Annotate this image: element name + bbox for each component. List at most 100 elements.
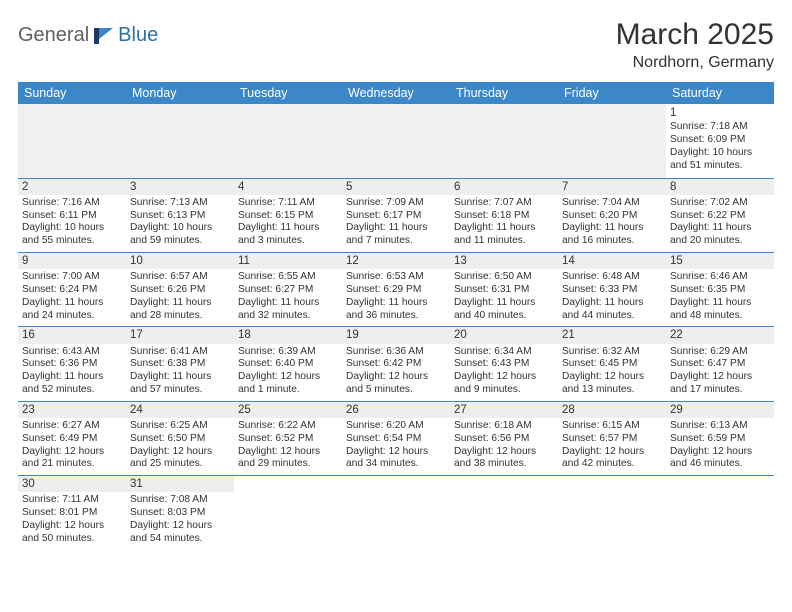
day-info-line: Daylight: 11 hours [670, 222, 770, 235]
day-info-line: Sunrise: 6:15 AM [562, 420, 662, 433]
day-info-line: Sunset: 6:31 PM [454, 284, 554, 297]
day-info-line: Sunset: 6:33 PM [562, 284, 662, 297]
day-info-line: Daylight: 12 hours [130, 520, 230, 533]
day-info-line: Sunset: 6:40 PM [238, 358, 338, 371]
day-info-line: Daylight: 12 hours [22, 520, 122, 533]
day-number: 26 [342, 402, 450, 418]
day-info-line: and 52 minutes. [22, 384, 122, 397]
calendar-cell: 7 Sunrise: 7:04 AMSunset: 6:20 PMDaylight… [558, 178, 666, 252]
day-info-line: Daylight: 11 hours [454, 297, 554, 310]
logo-flag-icon [93, 26, 115, 46]
weekday-header: Wednesday [342, 82, 450, 104]
day-info-line: Sunrise: 7:04 AM [562, 197, 662, 210]
day-info-line: Sunrise: 7:16 AM [22, 197, 122, 210]
day-info-line: Daylight: 11 hours [130, 371, 230, 384]
day-info: Sunrise: 6:27 AMSunset: 6:49 PMDaylight:… [22, 420, 122, 471]
day-info-line: Daylight: 11 hours [562, 297, 662, 310]
weekday-header: Friday [558, 82, 666, 104]
day-info-line: and 42 minutes. [562, 458, 662, 471]
day-info-line: and 24 minutes. [22, 310, 122, 323]
day-info-line: Sunset: 6:20 PM [562, 210, 662, 223]
day-number: 7 [558, 179, 666, 195]
day-info-line: Sunrise: 6:50 AM [454, 271, 554, 284]
day-info-line: Sunset: 6:11 PM [22, 210, 122, 223]
weekday-header: Sunday [18, 82, 126, 104]
day-info-line: Sunrise: 6:43 AM [22, 346, 122, 359]
day-number: 14 [558, 253, 666, 269]
calendar-cell: 10Sunrise: 6:57 AMSunset: 6:26 PMDayligh… [126, 252, 234, 326]
day-number: 3 [126, 179, 234, 195]
day-info-line: Sunset: 6:13 PM [130, 210, 230, 223]
day-info-line: Sunrise: 6:27 AM [22, 420, 122, 433]
day-info: Sunrise: 6:53 AMSunset: 6:29 PMDaylight:… [346, 271, 446, 322]
day-info: Sunrise: 7:09 AMSunset: 6:17 PMDaylight:… [346, 197, 446, 248]
day-info-line: Sunset: 6:50 PM [130, 433, 230, 446]
day-number: 19 [342, 327, 450, 343]
day-info: Sunrise: 7:04 AMSunset: 6:20 PMDaylight:… [562, 197, 662, 248]
calendar-cell [18, 104, 126, 178]
day-number: 4 [234, 179, 342, 195]
day-info-line: Sunrise: 7:08 AM [130, 494, 230, 507]
calendar-cell: 31 Sunrise: 7:08 AMSunset: 8:03 PMDayligh… [126, 476, 234, 550]
day-info-line: Sunset: 8:03 PM [130, 507, 230, 520]
day-info-line: Sunrise: 7:18 AM [670, 121, 770, 134]
day-info-line: Sunset: 6:56 PM [454, 433, 554, 446]
day-info: Sunrise: 6:48 AMSunset: 6:33 PMDaylight:… [562, 271, 662, 322]
day-info-line: Daylight: 12 hours [22, 446, 122, 459]
day-info-line: and 7 minutes. [346, 235, 446, 248]
day-info: Sunrise: 7:00 AMSunset: 6:24 PMDaylight:… [22, 271, 122, 322]
day-info-line: Sunrise: 7:07 AM [454, 197, 554, 210]
calendar-cell [234, 104, 342, 178]
day-number: 28 [558, 402, 666, 418]
day-info-line: Sunset: 6:42 PM [346, 358, 446, 371]
calendar-cell [666, 476, 774, 550]
day-info-line: Sunrise: 6:36 AM [346, 346, 446, 359]
calendar-cell: 21Sunrise: 6:32 AMSunset: 6:45 PMDayligh… [558, 327, 666, 401]
day-info-line: Sunrise: 7:13 AM [130, 197, 230, 210]
day-number: 15 [666, 253, 774, 269]
calendar-cell: 1Sunrise: 7:18 AMSunset: 6:09 PMDaylight… [666, 104, 774, 178]
day-info-line: Daylight: 12 hours [670, 446, 770, 459]
day-info-line: Sunset: 6:36 PM [22, 358, 122, 371]
day-info: Sunrise: 7:08 AMSunset: 8:03 PMDaylight:… [130, 494, 230, 545]
calendar-cell: 11Sunrise: 6:55 AMSunset: 6:27 PMDayligh… [234, 252, 342, 326]
day-number: 24 [126, 402, 234, 418]
calendar-week-row: 30Sunrise: 7:11 AMSunset: 8:01 PMDayligh… [18, 476, 774, 550]
day-info-line: and 59 minutes. [130, 235, 230, 248]
calendar-cell: 13Sunrise: 6:50 AMSunset: 6:31 PMDayligh… [450, 252, 558, 326]
weekday-header: Monday [126, 82, 234, 104]
day-info-line: Daylight: 11 hours [454, 222, 554, 235]
day-info-line: and 28 minutes. [130, 310, 230, 323]
day-number: 22 [666, 327, 774, 343]
day-info-line: Sunset: 6:22 PM [670, 210, 770, 223]
day-info: Sunrise: 7:16 AMSunset: 6:11 PMDaylight:… [22, 197, 122, 248]
day-info-line: Sunrise: 7:11 AM [238, 197, 338, 210]
day-info-line: Sunset: 6:35 PM [670, 284, 770, 297]
day-info: Sunrise: 6:57 AMSunset: 6:26 PMDaylight:… [130, 271, 230, 322]
day-info-line: Sunrise: 7:00 AM [22, 271, 122, 284]
day-number: 31 [126, 476, 234, 492]
day-info-line: Sunset: 6:59 PM [670, 433, 770, 446]
day-info-line: and 46 minutes. [670, 458, 770, 471]
calendar-cell [342, 476, 450, 550]
calendar-cell: 9Sunrise: 7:00 AMSunset: 6:24 PMDaylight… [18, 252, 126, 326]
day-info-line: Sunset: 6:57 PM [562, 433, 662, 446]
day-info-line: and 54 minutes. [130, 533, 230, 546]
day-info-line: Daylight: 12 hours [238, 446, 338, 459]
day-info-line: Sunrise: 6:55 AM [238, 271, 338, 284]
day-info: Sunrise: 7:11 AMSunset: 6:15 PMDaylight:… [238, 197, 338, 248]
day-info-line: Daylight: 11 hours [346, 297, 446, 310]
day-number: 11 [234, 253, 342, 269]
day-info-line: and 25 minutes. [130, 458, 230, 471]
calendar-week-row: 16Sunrise: 6:43 AMSunset: 6:36 PMDayligh… [18, 327, 774, 401]
day-info-line: Sunset: 8:01 PM [22, 507, 122, 520]
day-info: Sunrise: 6:15 AMSunset: 6:57 PMDaylight:… [562, 420, 662, 471]
day-info-line: Sunrise: 6:18 AM [454, 420, 554, 433]
calendar-cell: 8Sunrise: 7:02 AMSunset: 6:22 PMDaylight… [666, 178, 774, 252]
logo-text-general: General [18, 24, 89, 47]
day-info: Sunrise: 6:39 AMSunset: 6:40 PMDaylight:… [238, 346, 338, 397]
day-info-line: Sunrise: 7:02 AM [670, 197, 770, 210]
day-info: Sunrise: 7:11 AMSunset: 8:01 PMDaylight:… [22, 494, 122, 545]
calendar-cell [558, 476, 666, 550]
day-info: Sunrise: 6:36 AMSunset: 6:42 PMDaylight:… [346, 346, 446, 397]
